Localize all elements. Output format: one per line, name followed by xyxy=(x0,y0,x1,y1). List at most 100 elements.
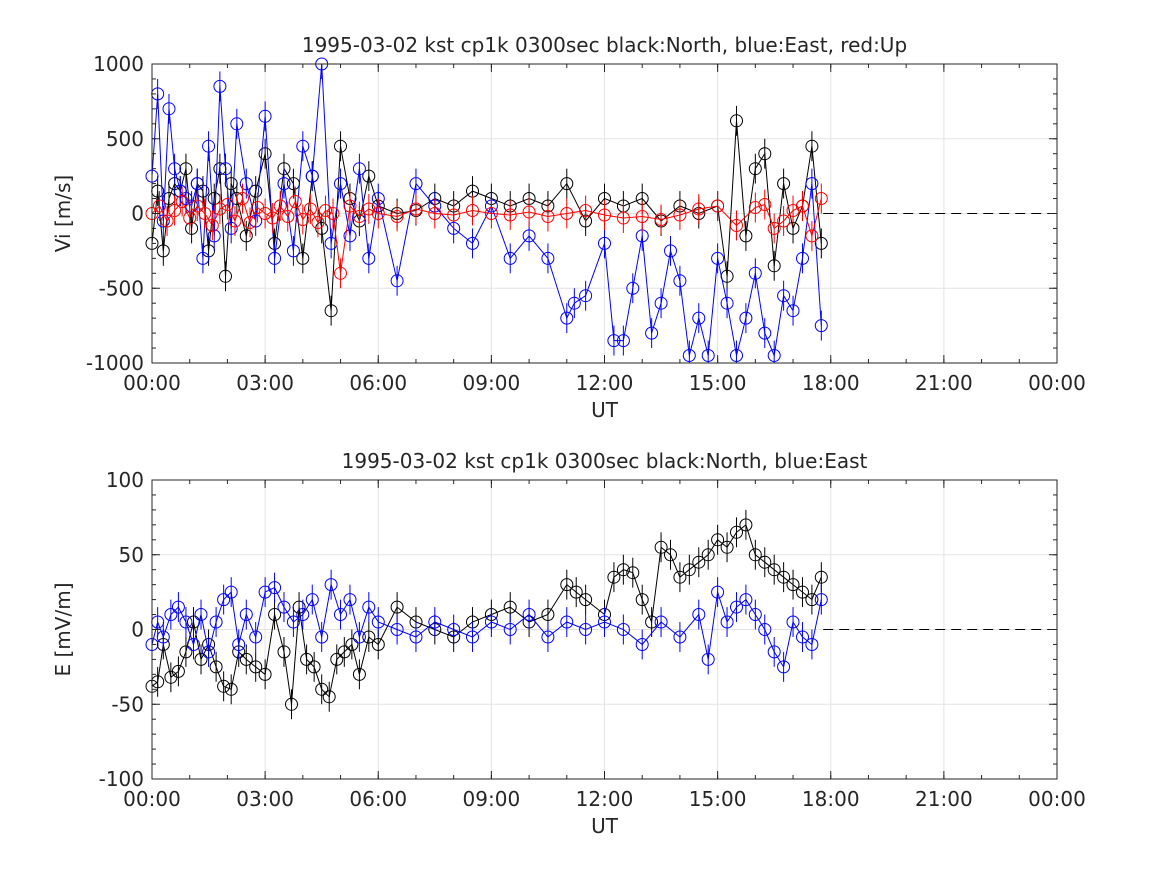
data-point-up xyxy=(281,210,295,223)
data-point-north xyxy=(179,645,193,659)
data-point-east xyxy=(598,236,611,250)
x-tick-label: 00:00 xyxy=(1028,787,1086,811)
data-point-east xyxy=(230,117,244,131)
data-point-east xyxy=(607,334,621,348)
data-point-east xyxy=(428,615,442,629)
x-tick-label: 18:00 xyxy=(802,371,860,395)
data-point-north xyxy=(626,566,640,580)
x-tick-label: 15:00 xyxy=(689,371,747,395)
data-point-up xyxy=(319,204,332,217)
data-point-east xyxy=(277,177,291,191)
data-point-north xyxy=(814,236,828,250)
y-tick-label: 100 xyxy=(106,468,144,492)
data-point-east xyxy=(324,578,338,592)
data-point-north xyxy=(352,667,366,681)
data-point-east xyxy=(202,645,216,659)
data-point-north xyxy=(185,221,199,235)
data-point-east xyxy=(541,630,555,644)
x-tick-label: 03:00 xyxy=(236,371,294,395)
data-point-east xyxy=(352,162,366,176)
data-point-east xyxy=(409,630,423,644)
data-point-up xyxy=(343,199,357,213)
chart-title: 1995-03-02 kst cp1k 0300sec black:North,… xyxy=(302,33,907,57)
data-point-east xyxy=(767,645,781,659)
data-point-east xyxy=(296,139,310,153)
y-tick-label: 1000 xyxy=(93,52,144,76)
data-point-east xyxy=(682,349,696,362)
y-axis-label: Vi [m/s] xyxy=(51,175,75,252)
data-point-east xyxy=(362,600,376,614)
data-point-east xyxy=(730,349,743,362)
data-point-east xyxy=(305,169,319,183)
data-point-north xyxy=(758,147,772,161)
data-point-north xyxy=(390,600,404,614)
series-line-east xyxy=(151,584,822,669)
data-point-north xyxy=(777,570,791,584)
data-point-north xyxy=(239,652,253,666)
data-point-east xyxy=(814,593,828,607)
data-point-east xyxy=(767,349,781,362)
data-point-north xyxy=(730,114,743,128)
data-point-east xyxy=(664,244,677,258)
data-point-up xyxy=(303,202,317,216)
data-point-north xyxy=(635,593,649,607)
data-point-up xyxy=(428,207,442,220)
data-point-up xyxy=(767,221,781,235)
data-point-up xyxy=(311,216,325,229)
data-point-east xyxy=(179,615,193,629)
x-tick-label: 12:00 xyxy=(576,371,634,395)
y-axis-label: E [mV/m] xyxy=(51,583,75,677)
data-point-north xyxy=(334,139,347,153)
x-tick-label: 00:00 xyxy=(1028,371,1086,395)
data-point-east xyxy=(239,177,253,191)
major-ticks xyxy=(151,479,1058,780)
data-point-east xyxy=(466,630,479,644)
data-point-east xyxy=(560,615,574,629)
y-tick-label: -500 xyxy=(99,276,144,300)
data-point-east xyxy=(739,311,753,325)
data-point-north xyxy=(324,304,338,318)
data-point-north xyxy=(654,540,668,554)
data-point-east xyxy=(720,296,734,310)
data-point-east xyxy=(390,623,404,636)
data-point-north xyxy=(330,652,344,666)
x-tick-label: 18:00 xyxy=(802,787,860,811)
data-point-up xyxy=(334,266,347,280)
data-point-up xyxy=(484,207,498,220)
data-point-east xyxy=(362,251,376,265)
data-point-up xyxy=(796,199,809,213)
data-point-north xyxy=(249,184,263,198)
data-point-east xyxy=(224,585,238,599)
data-point-north xyxy=(179,162,193,176)
data-point-east xyxy=(711,585,725,599)
data-point-up xyxy=(777,214,791,228)
data-point-east xyxy=(777,289,791,303)
data-point-east xyxy=(409,177,423,191)
x-axis-label: UT xyxy=(591,398,619,422)
data-point-up xyxy=(168,204,182,217)
data-point-north xyxy=(345,638,359,651)
data-point-north xyxy=(371,638,385,651)
data-point-up xyxy=(579,204,593,217)
data-point-north xyxy=(777,177,791,191)
data-point-north xyxy=(156,244,170,258)
data-point-up xyxy=(409,202,423,216)
data-point-east xyxy=(567,296,581,310)
data-point-east xyxy=(209,615,223,629)
data-point-east xyxy=(777,660,791,674)
data-point-north xyxy=(249,660,263,674)
data-point-north xyxy=(739,229,753,243)
data-point-north xyxy=(701,548,715,562)
series-line-north xyxy=(151,524,822,705)
data-point-up xyxy=(266,211,280,225)
data-point-up xyxy=(296,213,310,226)
data-point-east xyxy=(560,311,574,325)
data-point-north xyxy=(814,570,828,584)
data-point-up xyxy=(220,198,234,211)
data-point-up xyxy=(616,211,630,225)
x-tick-label: 21:00 xyxy=(915,787,973,811)
data-point-north xyxy=(268,608,282,621)
data-point-up xyxy=(673,208,687,222)
data-point-north xyxy=(616,563,630,577)
